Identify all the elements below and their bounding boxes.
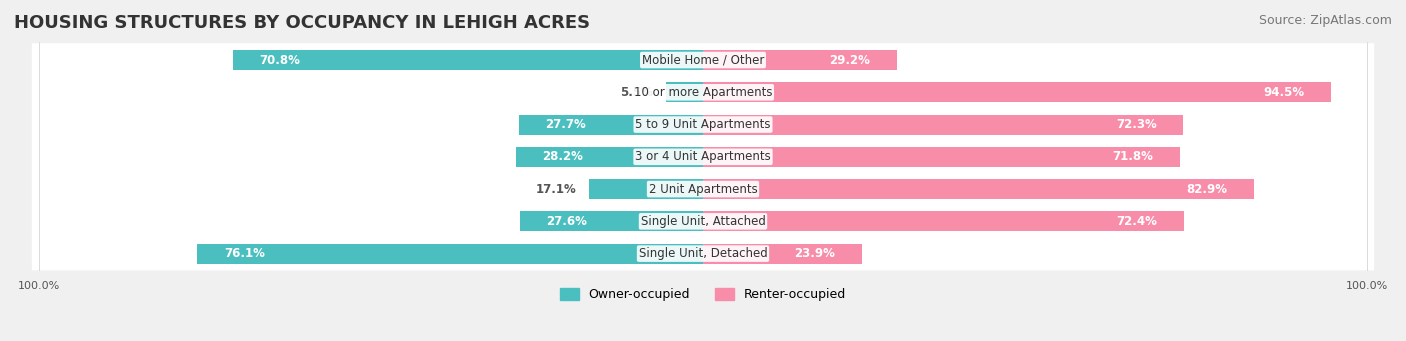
Legend: Owner-occupied, Renter-occupied: Owner-occupied, Renter-occupied <box>555 283 851 306</box>
Text: 23.9%: 23.9% <box>794 247 835 260</box>
Text: 29.2%: 29.2% <box>830 54 870 66</box>
FancyBboxPatch shape <box>32 75 1374 109</box>
Bar <box>519 115 703 135</box>
Text: 94.5%: 94.5% <box>1263 86 1305 99</box>
FancyBboxPatch shape <box>32 140 1374 174</box>
Bar <box>703 179 1254 199</box>
Text: 10 or more Apartments: 10 or more Apartments <box>634 86 772 99</box>
Bar <box>197 243 703 264</box>
Bar <box>703 211 1184 231</box>
Text: 17.1%: 17.1% <box>536 182 576 196</box>
Bar <box>589 179 703 199</box>
Bar <box>703 243 862 264</box>
Text: Single Unit, Attached: Single Unit, Attached <box>641 215 765 228</box>
Bar <box>703 147 1180 167</box>
Text: Mobile Home / Other: Mobile Home / Other <box>641 54 765 66</box>
Text: 28.2%: 28.2% <box>543 150 583 163</box>
FancyBboxPatch shape <box>32 108 1374 141</box>
Text: 5.5%: 5.5% <box>620 86 654 99</box>
Text: 2 Unit Apartments: 2 Unit Apartments <box>648 182 758 196</box>
Bar <box>666 82 703 102</box>
Bar <box>703 82 1330 102</box>
Bar <box>703 115 1184 135</box>
Text: 72.3%: 72.3% <box>1116 118 1157 131</box>
Text: 70.8%: 70.8% <box>259 54 299 66</box>
Bar <box>516 147 703 167</box>
Text: Single Unit, Detached: Single Unit, Detached <box>638 247 768 260</box>
FancyBboxPatch shape <box>32 237 1374 270</box>
Text: 27.7%: 27.7% <box>546 118 586 131</box>
Text: 82.9%: 82.9% <box>1187 182 1227 196</box>
Text: 3 or 4 Unit Apartments: 3 or 4 Unit Apartments <box>636 150 770 163</box>
FancyBboxPatch shape <box>32 205 1374 238</box>
FancyBboxPatch shape <box>32 43 1374 77</box>
FancyBboxPatch shape <box>32 172 1374 206</box>
Text: 72.4%: 72.4% <box>1116 215 1157 228</box>
Text: 76.1%: 76.1% <box>224 247 264 260</box>
Bar <box>233 50 703 70</box>
Bar <box>703 50 897 70</box>
Text: 27.6%: 27.6% <box>547 215 588 228</box>
Text: Source: ZipAtlas.com: Source: ZipAtlas.com <box>1258 14 1392 27</box>
Text: 71.8%: 71.8% <box>1112 150 1153 163</box>
Bar <box>520 211 703 231</box>
Text: HOUSING STRUCTURES BY OCCUPANCY IN LEHIGH ACRES: HOUSING STRUCTURES BY OCCUPANCY IN LEHIG… <box>14 14 591 32</box>
Text: 5 to 9 Unit Apartments: 5 to 9 Unit Apartments <box>636 118 770 131</box>
